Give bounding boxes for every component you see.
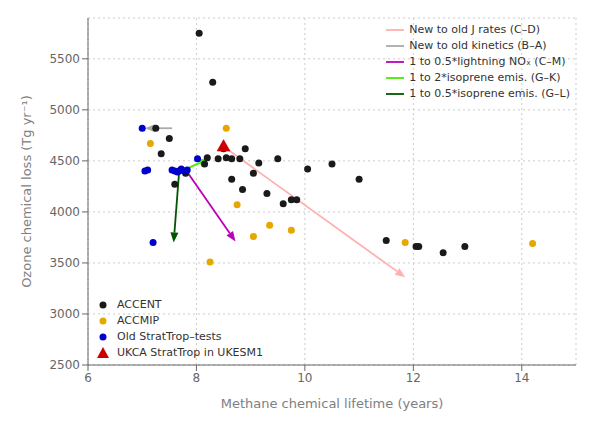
svg-text:3000: 3000: [49, 307, 80, 321]
html-text:1 to 0.5*lightning NOₓ (C–M): 1 to 0.5*lightning NOₓ (C–M): [409, 55, 566, 68]
html-text:ACCENT: ACCENT: [117, 298, 162, 311]
svg-text:5500: 5500: [49, 52, 80, 66]
html-text:Old StratTrop–tests: Old StratTrop–tests: [117, 330, 222, 343]
html-text:New to old J rates (C–D): New to old J rates (C–D): [409, 23, 540, 36]
html-text:1 to 0.5*isoprene emis. (G–L): 1 to 0.5*isoprene emis. (G–L): [409, 87, 570, 100]
svg-text:2500: 2500: [49, 358, 80, 372]
svg-text:4500: 4500: [49, 154, 80, 168]
html-text:ACCMIP: ACCMIP: [117, 314, 160, 327]
html-text:1 to 2*isoprene emis. (G–K): 1 to 2*isoprene emis. (G–K): [409, 71, 561, 84]
svg-text:14: 14: [514, 371, 529, 385]
svg-text:5000: 5000: [49, 103, 80, 117]
html-text:UKCA StratTrop in UKESM1: UKCA StratTrop in UKESM1: [117, 346, 263, 359]
html-text:New to old kinetics (B–A): New to old kinetics (B–A): [409, 39, 547, 52]
svg-text:10: 10: [297, 371, 312, 385]
svg-text:Ozone chemical loss (Tg yr⁻¹): Ozone chemical loss (Tg yr⁻¹): [19, 95, 34, 288]
svg-text:Methane chemical lifetime (yea: Methane chemical lifetime (years): [221, 396, 444, 411]
svg-text:8: 8: [193, 371, 201, 385]
svg-text:4000: 4000: [49, 205, 80, 219]
svg-text:3500: 3500: [49, 256, 80, 270]
svg-text:12: 12: [406, 371, 421, 385]
svg-text:6: 6: [84, 371, 92, 385]
